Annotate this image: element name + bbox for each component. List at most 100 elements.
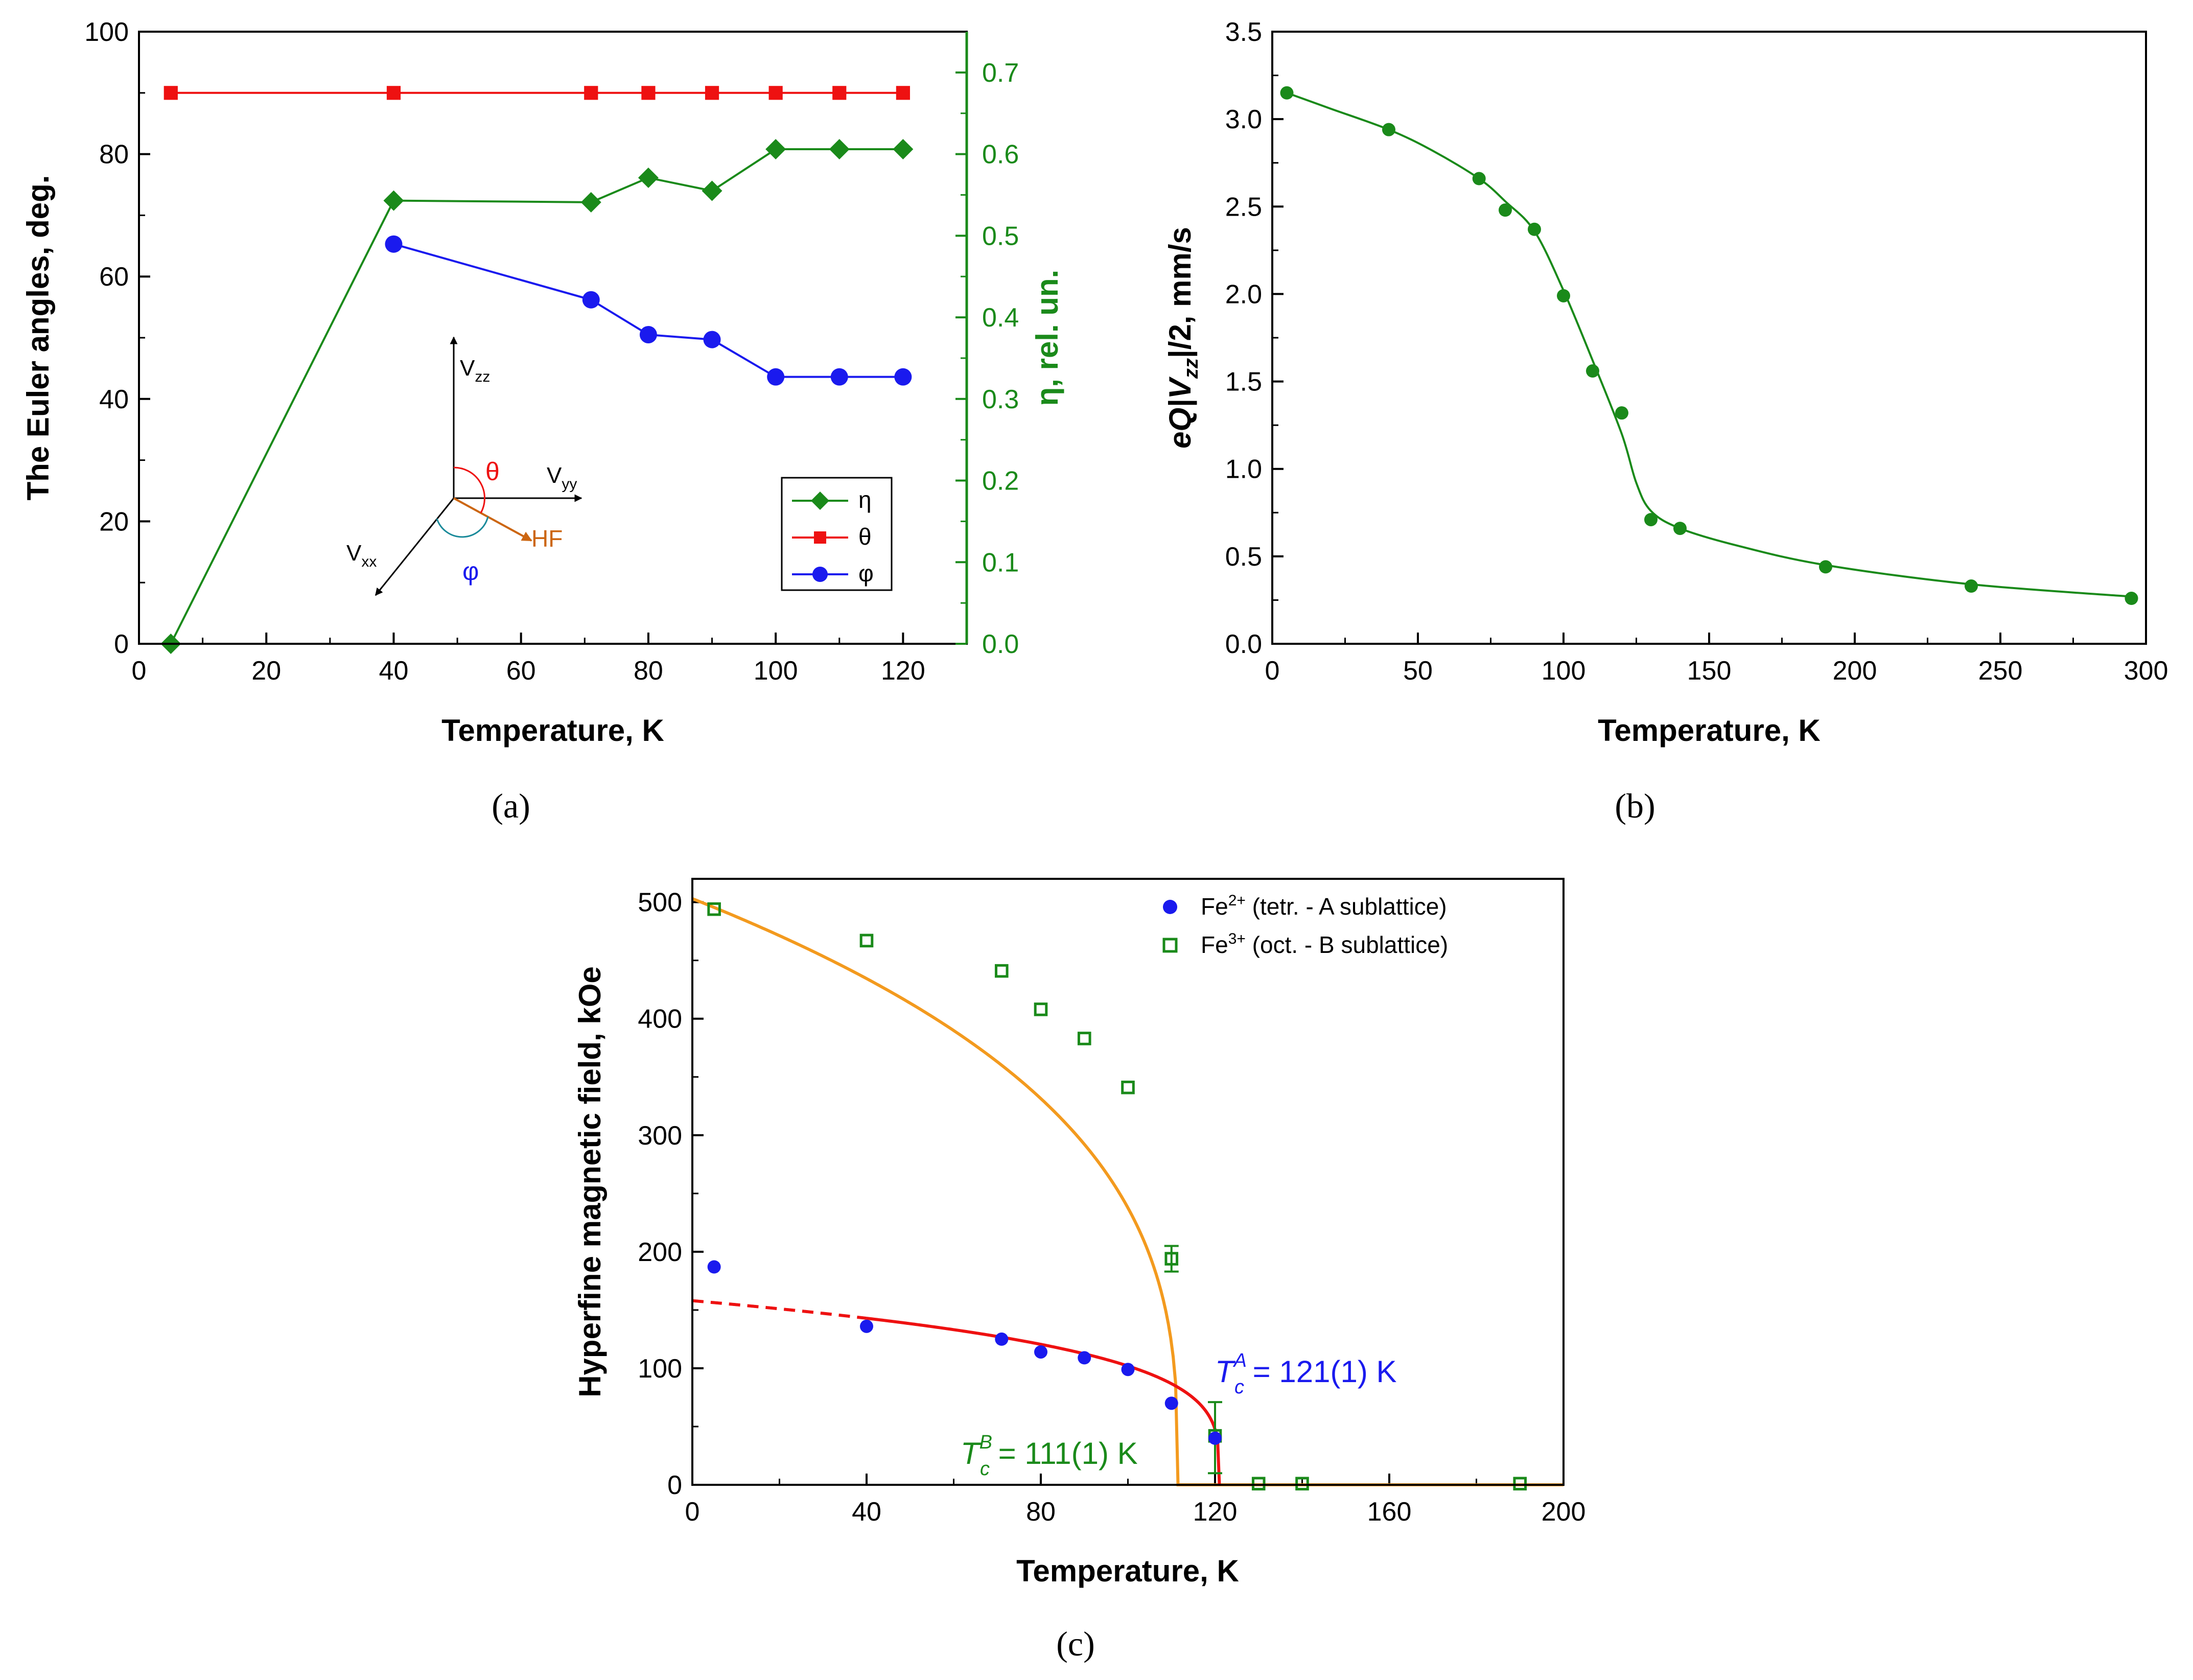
y-tick-label: 300 <box>638 1121 682 1151</box>
fit-a-curve <box>866 1317 1221 1485</box>
x-tick-label: 80 <box>634 656 663 686</box>
vzz-label: Vzz <box>460 356 490 385</box>
legend-fe2-label: Fe2+ (tetr. - A sublattice) <box>1201 892 1447 920</box>
panel-a-y2label: η, rel. un. <box>1030 270 1064 406</box>
panel-a-inset-diagram: Vzz Vyy Vxx HF θ φ <box>346 336 582 596</box>
point-square <box>768 86 783 100</box>
fe2-point <box>1121 1363 1135 1376</box>
fe2-point <box>707 1260 721 1274</box>
point-square <box>641 86 656 100</box>
point-square <box>705 86 719 100</box>
point-circle <box>582 291 600 309</box>
panel-a-plot-area: 0 20 40 60 80 100 120 0 20 40 60 80 100 <box>84 17 925 686</box>
vyy-label: Vyy <box>547 463 577 493</box>
y2-tick-label: 0.6 <box>982 140 1019 170</box>
fe2-point <box>1034 1345 1047 1359</box>
x-tick-label: 150 <box>1687 656 1732 686</box>
legend-marker <box>811 492 829 510</box>
fe3-point <box>1077 1032 1091 1045</box>
y-tick-label: 60 <box>99 262 129 292</box>
panel-c-label: (c) <box>1056 1624 1094 1663</box>
x-tick-label: 20 <box>251 656 281 686</box>
panel-a-right-axis: 0.0 0.1 0.2 0.3 0.4 0.5 0.6 0.7 <box>955 32 1019 659</box>
point-circle <box>767 368 785 386</box>
point-diamond <box>765 139 786 160</box>
panel-a-legend-box <box>781 477 893 591</box>
ylabel-part: eQ|V <box>1163 376 1197 449</box>
y2-tick-label: 0.4 <box>982 303 1019 333</box>
y-tick-label: 0.5 <box>1225 542 1262 572</box>
point-diamond <box>580 192 601 213</box>
x-tick-label: 300 <box>2124 656 2168 686</box>
panel-b-plot-area: 0 50 100 150 200 250 300 0.0 0.5 1.0 1.5 2.0 2.5 3.0 3… <box>1225 17 2168 686</box>
data-point <box>1586 364 1599 378</box>
point-diamond <box>829 139 850 160</box>
x-tick-label: 120 <box>881 656 925 686</box>
panel-c: 0 40 80 120 160 200 0 100 200 300 400 500 Temperatu… <box>573 878 1585 1663</box>
y-tick-label: 400 <box>638 1005 682 1034</box>
theta-label: θ <box>485 457 500 486</box>
fe2-point <box>1164 1396 1178 1410</box>
point-square <box>164 86 178 100</box>
panel-c-ylabel: Hyperfine magnetic field, kOe <box>573 966 607 1397</box>
point-circle <box>894 368 912 386</box>
fe2-point <box>1078 1351 1091 1365</box>
tc-b-annotation: TB c = 111(1) K <box>961 1432 1138 1480</box>
data-point <box>1819 560 1832 574</box>
y-tick-label: 0 <box>667 1471 682 1500</box>
data-point <box>1382 123 1395 136</box>
x-tick-label: 0 <box>132 656 147 686</box>
data-point <box>2125 592 2138 605</box>
y2-tick-label: 0.5 <box>982 221 1019 251</box>
point-diamond <box>702 180 722 201</box>
y-tick-label: 0 <box>114 629 129 659</box>
x-tick-label: 80 <box>1026 1497 1056 1527</box>
vxx-label: Vxx <box>346 541 377 570</box>
panel-b: 0 50 100 150 200 250 300 0.0 0.5 1.0 1.5 2.0 2.5 3.0 3… <box>1163 17 2168 825</box>
legend-fe3-label: Fe3+ (oct. - B sublattice) <box>1201 930 1448 958</box>
y-tick-label: 80 <box>99 140 129 170</box>
fe3-point <box>1251 1477 1266 1491</box>
x-tick-label: 250 <box>1978 656 2023 686</box>
y-tick-label: 3.0 <box>1225 105 1262 134</box>
y2-tick-label: 0.0 <box>982 629 1019 659</box>
x-tick-label: 100 <box>1542 656 1586 686</box>
panel-a-legend: ηθφ <box>781 477 893 591</box>
data-point <box>1280 86 1294 100</box>
x-tick-label: 200 <box>1542 1497 1586 1527</box>
panel-b-ylabel: eQ|Vzz|/2, mm/s <box>1163 227 1202 449</box>
fe3-point <box>1034 1002 1048 1016</box>
y2-tick-label: 0.7 <box>982 58 1019 88</box>
panel-c-plot-area: 0 40 80 120 160 200 0 100 200 300 400 500 <box>638 888 1585 1527</box>
fit-a-extrapolation <box>692 1299 867 1320</box>
y-tick-label: 500 <box>638 888 682 918</box>
legend-marker <box>814 531 826 544</box>
x-tick-label: 200 <box>1833 656 1877 686</box>
fit-curve <box>1286 91 2132 598</box>
panel-a: 0 20 40 60 80 100 120 0 20 40 60 80 100 0.0 0.1 0.2 0.3… <box>21 17 1064 825</box>
phi-arc <box>436 516 489 538</box>
y-tick-label: 20 <box>99 507 129 536</box>
point-square <box>386 86 401 100</box>
y2-tick-label: 0.1 <box>982 548 1019 577</box>
x-tick-label: 40 <box>379 656 409 686</box>
panel-a-legend-items: ηθφ <box>792 486 874 587</box>
fe3-point <box>1164 1252 1179 1266</box>
hf-vector-arrow <box>453 497 532 542</box>
fe3-point <box>859 934 874 948</box>
legend-fe2-marker <box>1163 900 1177 914</box>
y-tick-label: 100 <box>84 17 129 47</box>
y-tick-label: 2.0 <box>1225 279 1262 309</box>
point-circle <box>830 368 848 386</box>
theta-arc <box>453 466 485 514</box>
point-square <box>832 86 847 100</box>
panel-b-ylabel-text: eQ|Vzz|/2, mm/s <box>1163 227 1202 449</box>
y-tick-label: 3.5 <box>1225 17 1262 47</box>
panel-c-frame <box>691 878 1565 1486</box>
point-circle <box>703 331 721 348</box>
x-tick-label: 120 <box>1193 1497 1238 1527</box>
vxx-axis-arrow <box>375 498 455 596</box>
point-diamond <box>383 190 404 211</box>
data-point <box>1644 512 1658 526</box>
